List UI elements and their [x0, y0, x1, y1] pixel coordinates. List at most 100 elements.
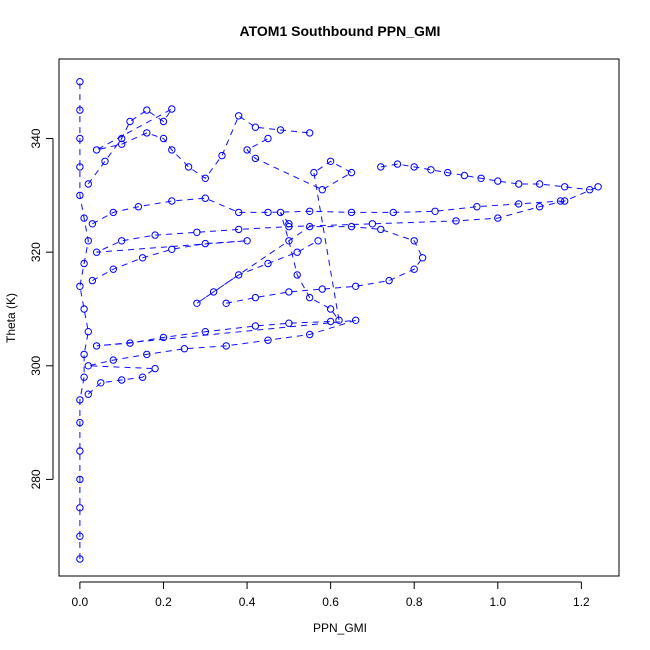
- data-point: [385, 276, 393, 285]
- data-point: [118, 237, 126, 245]
- data-point: [410, 265, 418, 273]
- data-point: [76, 475, 84, 484]
- data-point: [76, 134, 84, 143]
- data-point: [251, 293, 260, 302]
- data-point: [427, 166, 435, 174]
- series-line: [87, 108, 310, 185]
- data-point: [201, 174, 210, 183]
- data-point: [535, 203, 544, 211]
- data-point: [293, 248, 301, 256]
- data-point: [80, 305, 88, 313]
- x-axis: 0.0 0.2 0.4 0.6 0.8 1.0 1.2: [72, 581, 590, 609]
- data-point: [109, 356, 118, 364]
- data-point: [314, 237, 322, 245]
- data-point: [460, 171, 469, 180]
- data-point: [347, 222, 356, 231]
- data-point: [306, 293, 314, 302]
- data-point: [285, 319, 293, 327]
- data-point: [134, 203, 143, 211]
- data-point: [76, 532, 84, 540]
- data-point: [251, 154, 260, 163]
- data-point: [193, 299, 201, 307]
- data-point: [318, 186, 326, 194]
- series-line: [87, 319, 356, 395]
- data-point: [92, 146, 101, 154]
- data-point: [276, 208, 285, 217]
- y-tick-label: 340: [29, 128, 43, 148]
- data-point: [368, 220, 377, 228]
- data-point: [515, 200, 523, 208]
- data-point: [209, 288, 218, 296]
- data-point: [347, 168, 356, 177]
- chart-title: ATOM1 Southbound PPN_GMI: [240, 23, 441, 39]
- data-point: [76, 78, 84, 86]
- data-point: [76, 418, 84, 427]
- y-tick-label: 320: [29, 242, 43, 262]
- data-point: [276, 126, 285, 134]
- data-point: [180, 345, 189, 353]
- data-point: [143, 106, 151, 114]
- data-point: [243, 146, 251, 154]
- y-tick-label: 280: [29, 469, 43, 489]
- data-point: [84, 180, 93, 188]
- data-point: [222, 299, 230, 307]
- data-point: [235, 271, 243, 279]
- data-point: [352, 316, 360, 324]
- data-point: [92, 342, 101, 350]
- data-point: [251, 322, 260, 330]
- x-tick-label: 0.6: [322, 595, 339, 609]
- data-point: [168, 245, 176, 254]
- data-point: [243, 237, 251, 245]
- series-6: [377, 160, 594, 194]
- data-point: [452, 217, 460, 225]
- data-point: [80, 214, 88, 222]
- series-layer: [76, 78, 602, 563]
- data-point: [118, 140, 126, 148]
- series-line: [196, 226, 424, 304]
- series-4: [88, 194, 565, 228]
- data-point: [494, 177, 502, 185]
- data-point: [352, 282, 360, 290]
- x-tick-label: 0.2: [155, 595, 172, 609]
- data-point: [494, 214, 502, 222]
- data-point: [138, 254, 147, 262]
- data-point: [109, 265, 118, 273]
- data-point: [235, 225, 243, 234]
- data-point: [561, 183, 569, 191]
- data-point: [310, 168, 318, 177]
- data-point: [80, 350, 88, 359]
- data-point: [477, 174, 485, 183]
- data-point: [410, 163, 418, 171]
- series-5: [84, 105, 314, 188]
- data-point: [222, 342, 230, 350]
- data-point: [393, 160, 402, 168]
- data-point: [126, 339, 134, 347]
- data-point: [264, 336, 272, 344]
- data-point: [410, 237, 418, 245]
- data-point: [159, 117, 168, 126]
- series-line: [380, 163, 590, 191]
- data-point: [235, 112, 243, 120]
- data-point: [556, 197, 565, 205]
- data-point: [235, 208, 243, 217]
- data-point: [306, 330, 314, 339]
- series-line: [92, 186, 599, 282]
- data-point: [80, 373, 88, 381]
- data-point: [201, 239, 210, 248]
- data-point: [118, 376, 126, 384]
- series-1: [76, 78, 93, 563]
- x-tick-label: 0.0: [72, 595, 89, 609]
- data-point: [97, 379, 105, 387]
- data-point: [76, 106, 84, 114]
- data-point: [326, 317, 335, 326]
- data-point: [444, 168, 452, 177]
- data-point: [347, 208, 356, 217]
- data-point: [335, 316, 343, 324]
- data-point: [389, 208, 397, 217]
- data-point: [118, 134, 126, 143]
- data-point: [84, 362, 93, 370]
- data-point: [76, 396, 84, 404]
- data-point: [109, 208, 118, 217]
- series-3: [88, 183, 602, 285]
- data-point: [418, 254, 427, 262]
